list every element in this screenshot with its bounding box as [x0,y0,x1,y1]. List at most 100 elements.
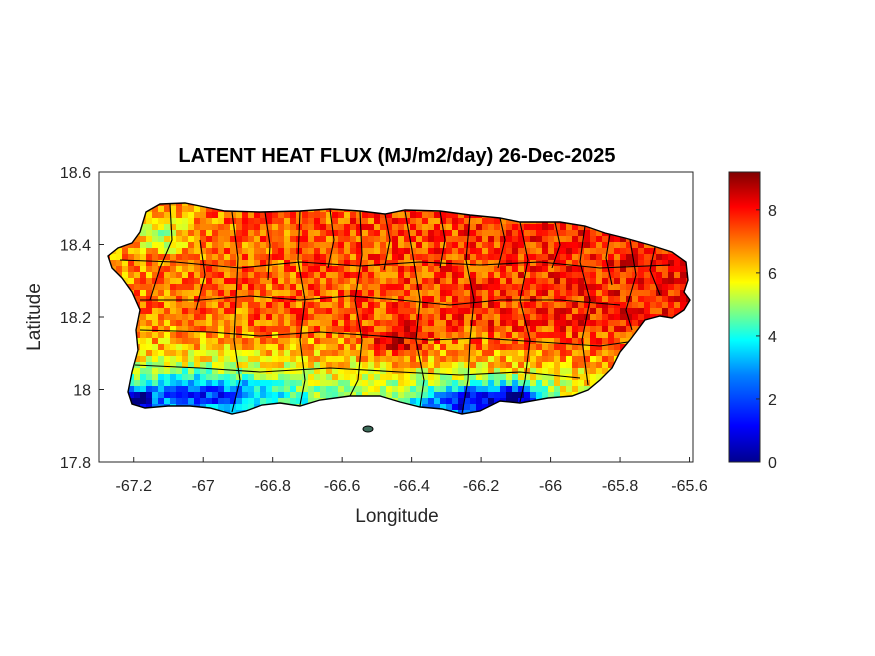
heatmap-cell [566,284,573,291]
heatmap-cell [308,338,315,345]
heatmap-cell [488,362,495,369]
heatmap-cell [386,386,393,393]
heatmap-cell [482,236,489,243]
heatmap-cell [212,242,219,249]
heatmap-cell [452,380,459,387]
heatmap-cell [422,296,429,303]
heatmap-cell [398,224,405,231]
heatmap-cell [320,350,327,357]
heatmap-cell [500,332,507,339]
heatmap-cell [428,356,435,363]
heatmap-cell [236,272,243,279]
heatmap-cell [584,272,591,279]
heatmap-cell [188,284,195,291]
heatmap-cell [278,332,285,339]
heatmap-cell [644,272,651,279]
heatmap-cell [386,236,393,243]
heatmap-cell [518,350,525,357]
heatmap-cell [590,296,597,303]
heatmap-cell [452,314,459,321]
heatmap-cell [518,278,525,285]
heatmap-cell [404,392,411,399]
heatmap-cell [260,212,267,219]
heatmap-cell [614,338,621,345]
heatmap-cell [422,254,429,261]
heatmap-cell [428,302,435,309]
heatmap-cell [200,218,207,225]
heatmap-cell [362,248,369,255]
heatmap-cell [230,362,237,369]
heatmap-cell [332,242,339,249]
heatmap-cell [320,254,327,261]
heatmap-cell [488,254,495,261]
heatmap-cell [566,344,573,351]
heatmap-cell [338,350,345,357]
heatmap-cell [356,236,363,243]
heatmap-cell [602,332,609,339]
heatmap-cell [398,242,405,249]
heatmap-cell [554,326,561,333]
heatmap-cell [248,260,255,267]
heatmap-cell [308,368,315,375]
heatmap-cell [368,356,375,363]
heatmap-cell [458,356,465,363]
heatmap-cell [176,254,183,261]
heatmap-cell [332,362,339,369]
heatmap-cell [182,380,189,387]
heatmap-cell [152,398,159,405]
heatmap-cell [128,272,135,279]
heatmap-cell [560,272,567,279]
heatmap-cell [404,374,411,381]
heatmap-cell [338,296,345,303]
heatmap-cell [188,230,195,237]
heatmap-cell [290,266,297,273]
heatmap-cell [488,230,495,237]
heatmap-cell [476,398,483,405]
heatmap-cell [176,212,183,219]
heatmap-cell [176,260,183,267]
heatmap-cell [326,230,333,237]
heatmap-cell [422,302,429,309]
heatmap-cell [440,326,447,333]
heatmap-cell [434,302,441,309]
heatmap-cell [242,326,249,333]
heatmap-cell [590,230,597,237]
heatmap-cell [290,386,297,393]
heatmap-cell [338,374,345,381]
heatmap-cell [308,272,315,279]
heatmap-cell [632,272,639,279]
heatmap-cell [320,266,327,273]
heatmap-cell [596,308,603,315]
heatmap-cell [440,290,447,297]
heatmap-cell [194,248,201,255]
heatmap-cell [242,242,249,249]
heatmap-cell [296,212,303,219]
heatmap-cell [458,386,465,393]
heatmap-cell [614,344,621,351]
heatmap-cell [608,272,615,279]
heatmap-cell [128,392,135,399]
heatmap-cell [110,254,117,261]
heatmap-cell [404,344,411,351]
heatmap-cell [170,368,177,375]
heatmap-cell [344,350,351,357]
heatmap-cell [602,242,609,249]
heatmap-cell [332,266,339,273]
heatmap-cell [272,320,279,327]
heatmap-cell [302,236,309,243]
heatmap-cell [182,224,189,231]
heatmap-cell [260,248,267,255]
heatmap-cell [302,386,309,393]
heatmap-cell [140,332,147,339]
heatmap-cell [590,248,597,255]
heatmap-cell [440,392,447,399]
heatmap-cell [140,392,147,399]
y-axis-label: Latitude [24,283,45,351]
heatmap-cell [302,380,309,387]
heatmap-cell [476,314,483,321]
heatmap-cell [560,374,567,381]
heatmap-cell [374,254,381,261]
heatmap-cell [314,320,321,327]
heatmap-cell [578,290,585,297]
heatmap-cell [158,356,165,363]
